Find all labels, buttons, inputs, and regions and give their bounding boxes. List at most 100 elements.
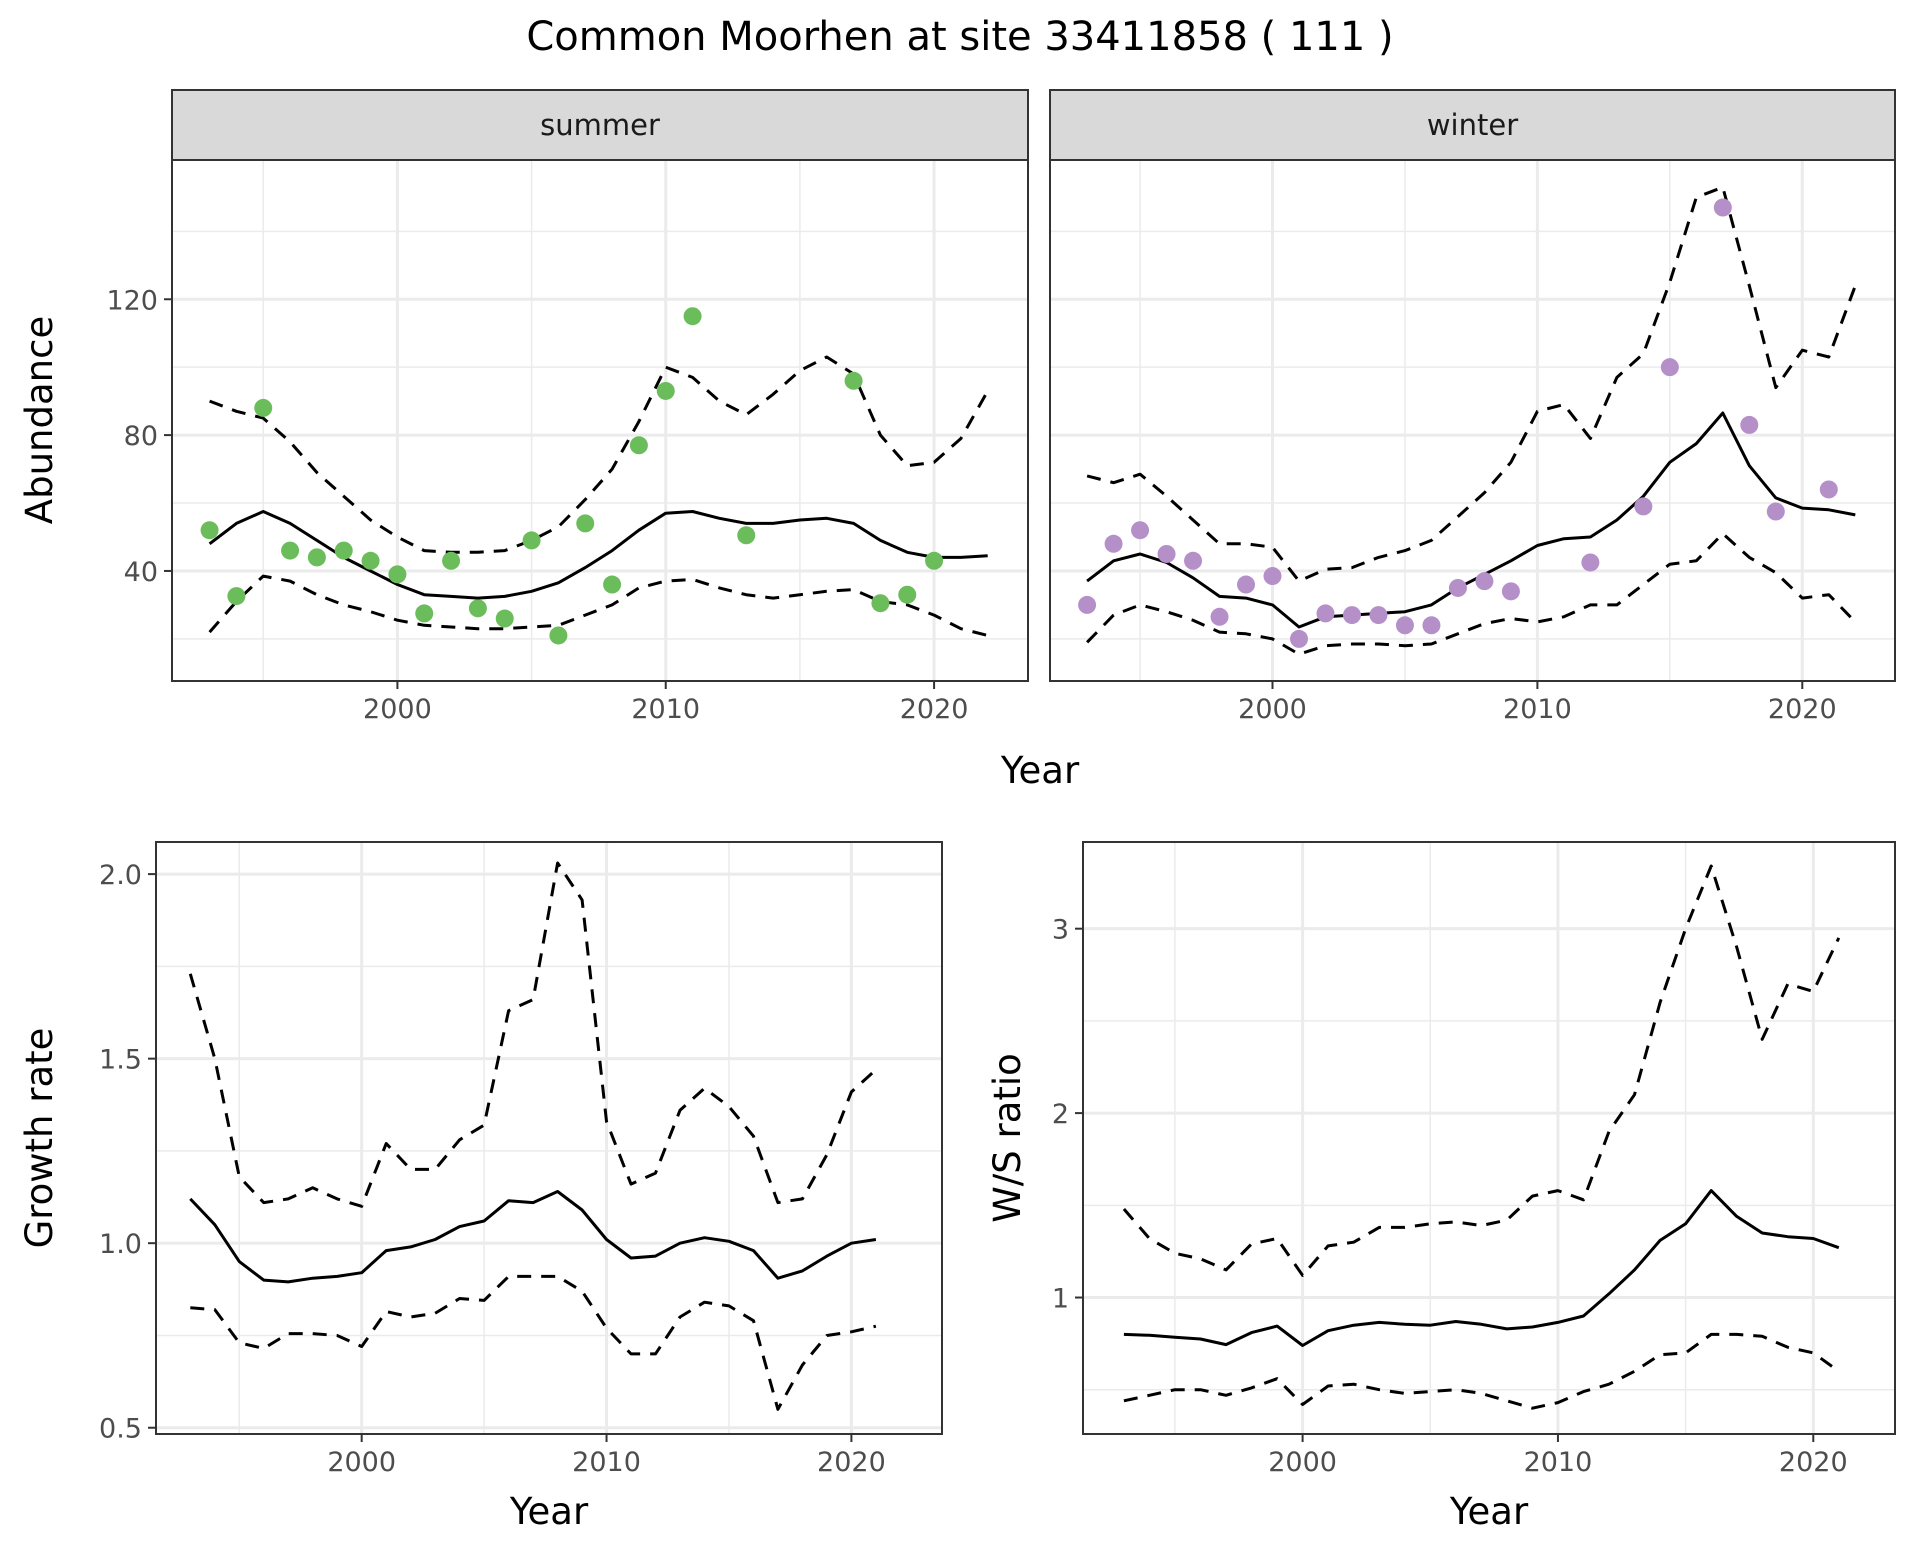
series-line-mean xyxy=(1123,1189,1840,1347)
data-point xyxy=(1819,480,1838,499)
x-tick-label: 2000 xyxy=(1238,694,1307,725)
data-point xyxy=(549,626,568,645)
data-point xyxy=(898,585,917,604)
panel-winter: 2000 2010 2020 winter xyxy=(1049,89,1896,725)
panel-border xyxy=(1082,841,1896,1435)
plot-area xyxy=(1050,160,1895,681)
panel-summer: 2000 2010 2020 40 80 120 summer xyxy=(106,89,1029,725)
data-point xyxy=(1475,572,1494,591)
y-tick-label: 2 xyxy=(1052,1099,1069,1130)
plot-area xyxy=(1083,842,1895,1434)
data-point xyxy=(361,551,380,570)
data-point xyxy=(683,307,702,326)
y-tick-label: 2.0 xyxy=(99,860,142,891)
data-point xyxy=(1131,521,1150,540)
top-row-x-axis-title: Year xyxy=(1000,749,1080,792)
data-point xyxy=(1078,595,1097,614)
x-tick-label: 2000 xyxy=(1268,1447,1337,1478)
data-point xyxy=(1237,575,1256,594)
top-row-y-axis-title: Abundance xyxy=(18,316,61,524)
y-tick-label: 1.0 xyxy=(99,1229,142,1260)
y-axis-title: W/S ratio xyxy=(986,1053,1029,1223)
x-tick-label: 2010 xyxy=(1524,1447,1593,1478)
data-point xyxy=(737,526,756,545)
data-point xyxy=(1316,604,1335,623)
data-point xyxy=(254,398,273,417)
data-point xyxy=(522,531,541,550)
x-tick-label: 2010 xyxy=(631,694,700,725)
plot-area xyxy=(156,842,942,1434)
data-point xyxy=(1289,629,1308,648)
data-point xyxy=(1634,497,1653,516)
data-point xyxy=(925,551,944,570)
y-tick-label: 40 xyxy=(124,557,158,588)
x-tick-label: 2010 xyxy=(1503,694,1572,725)
data-point xyxy=(656,381,675,400)
x-tick-label: 2020 xyxy=(1768,694,1837,725)
data-point xyxy=(1104,534,1123,553)
y-axis-title: Growth rate xyxy=(18,1028,61,1249)
data-point xyxy=(1369,606,1388,625)
facet-strip xyxy=(1049,89,1896,161)
series-line-lower xyxy=(1123,1332,1840,1410)
data-point xyxy=(1660,358,1679,377)
facet-strip-label: winter xyxy=(1427,108,1518,142)
data-point xyxy=(576,514,595,533)
y-tick-label: 1 xyxy=(1052,1284,1069,1315)
data-point xyxy=(442,551,461,570)
data-point xyxy=(603,575,622,594)
data-point xyxy=(1448,578,1467,597)
data-point xyxy=(1501,582,1520,601)
plot-area xyxy=(172,160,1028,681)
panel-growth: 2000 2010 2020 0.5 1.0 1.5 2.0 Year Growth rate xyxy=(18,841,943,1533)
series-line-lower xyxy=(1086,532,1857,656)
data-point xyxy=(281,541,300,560)
y-tick-label: 1.5 xyxy=(99,1045,142,1076)
x-tick-label: 2020 xyxy=(1779,1447,1848,1478)
series-line-upper xyxy=(209,355,990,554)
y-tick-label: 80 xyxy=(124,421,158,452)
data-point xyxy=(334,541,353,560)
x-tick-label: 2000 xyxy=(327,1447,396,1478)
series-line-upper xyxy=(188,861,877,1208)
data-point xyxy=(1184,551,1203,570)
data-point xyxy=(1581,553,1600,572)
panel-ratio: 2000 2010 2020 1 2 3 Year W/S ratio xyxy=(986,841,1896,1533)
data-point xyxy=(629,436,648,455)
data-point xyxy=(1740,415,1759,434)
x-axis-title: Year xyxy=(509,1490,589,1533)
data-point xyxy=(1210,607,1229,626)
data-point xyxy=(468,599,487,618)
data-point xyxy=(1263,567,1282,586)
data-point xyxy=(1342,606,1361,625)
y-tick-label: 120 xyxy=(106,285,158,316)
data-point xyxy=(1395,616,1414,635)
data-point xyxy=(495,609,514,628)
y-tick-label: 3 xyxy=(1052,915,1069,946)
x-tick-label: 2000 xyxy=(363,694,432,725)
data-point xyxy=(227,587,246,606)
series-line-upper xyxy=(1122,864,1841,1277)
data-point xyxy=(200,521,219,540)
data-point xyxy=(415,604,434,623)
data-point xyxy=(388,565,407,584)
data-point xyxy=(1157,544,1176,563)
series-line-mean xyxy=(1086,411,1856,629)
facet-strip-label: summer xyxy=(540,108,660,142)
x-tick-label: 2020 xyxy=(900,694,969,725)
data-point xyxy=(844,371,863,390)
data-point xyxy=(307,548,326,567)
y-tick-label: 0.5 xyxy=(99,1414,142,1445)
series-line-mean xyxy=(189,1190,877,1284)
figure-title: Common Moorhen at site 33411858 ( 111 ) xyxy=(526,14,1393,60)
panel-border xyxy=(155,841,943,1435)
data-point xyxy=(1422,616,1441,635)
x-tick-label: 2020 xyxy=(817,1447,886,1478)
facet-strip xyxy=(171,89,1029,161)
data-point xyxy=(1766,502,1785,521)
data-point xyxy=(1713,198,1732,217)
data-point xyxy=(871,594,890,613)
x-tick-label: 2010 xyxy=(572,1447,641,1478)
x-axis-title: Year xyxy=(1449,1490,1529,1533)
